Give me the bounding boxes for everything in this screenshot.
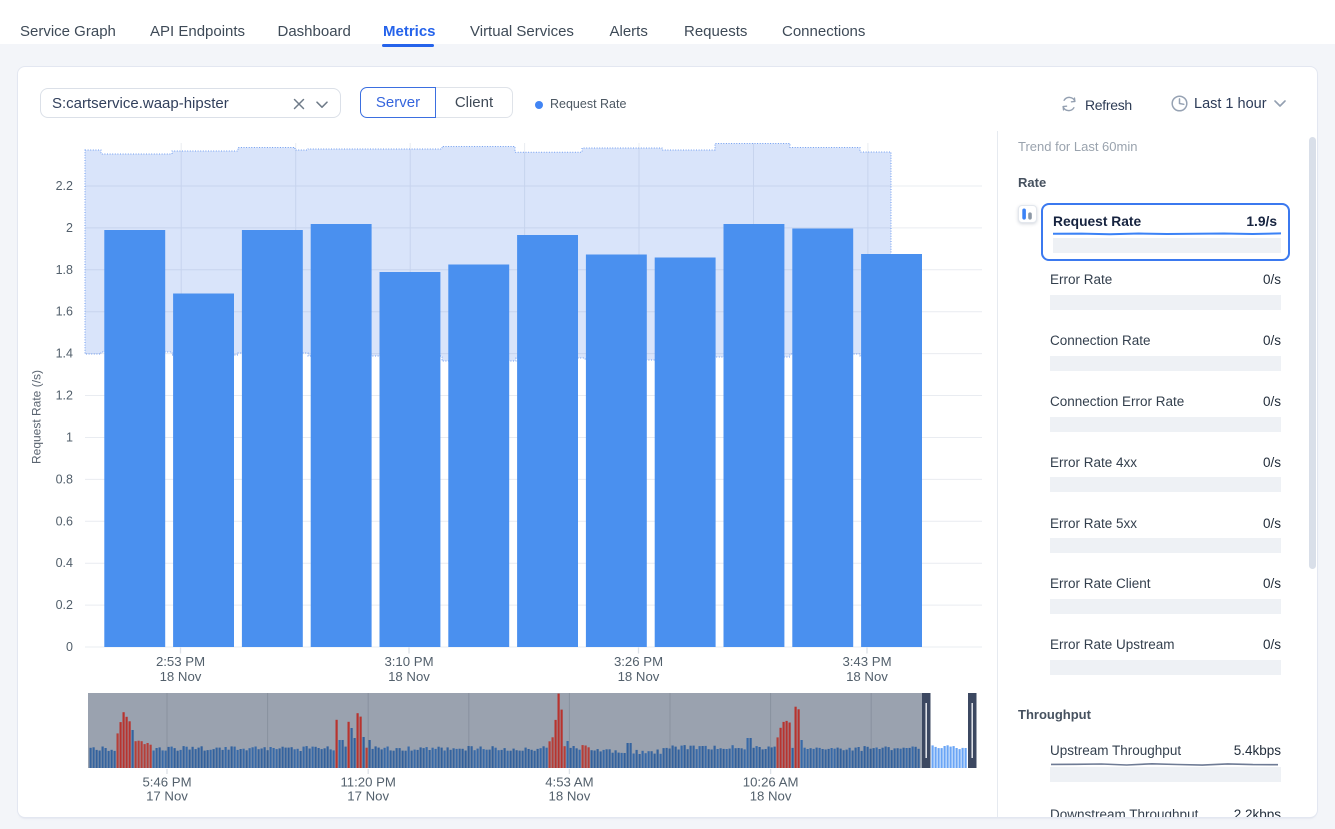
svg-text:18 Nov: 18 Nov — [388, 669, 430, 684]
svg-text:3:43 PM: 3:43 PM — [842, 654, 891, 669]
svg-text:3:26 PM: 3:26 PM — [614, 654, 663, 669]
svg-text:18 Nov: 18 Nov — [549, 789, 591, 804]
svg-text:17 Nov: 17 Nov — [347, 789, 389, 804]
svg-text:4:53 AM: 4:53 AM — [545, 775, 593, 790]
svg-text:1.2: 1.2 — [56, 389, 73, 403]
svg-text:0.8: 0.8 — [56, 472, 73, 486]
svg-text:18 Nov: 18 Nov — [750, 789, 792, 804]
svg-text:0: 0 — [66, 640, 73, 654]
svg-text:5:46 PM: 5:46 PM — [142, 775, 191, 790]
svg-text:2.2: 2.2 — [56, 179, 73, 193]
svg-text:17 Nov: 17 Nov — [146, 789, 188, 804]
svg-text:18 Nov: 18 Nov — [846, 669, 888, 684]
svg-text:18 Nov: 18 Nov — [618, 669, 660, 684]
svg-text:1: 1 — [66, 431, 73, 445]
svg-text:11:20 PM: 11:20 PM — [340, 775, 395, 790]
svg-text:0.4: 0.4 — [56, 556, 73, 570]
svg-text:3:10 PM: 3:10 PM — [384, 654, 433, 669]
svg-text:2: 2 — [66, 221, 73, 235]
svg-text:2:53 PM: 2:53 PM — [156, 654, 205, 669]
svg-text:0.6: 0.6 — [56, 514, 73, 528]
svg-text:1.6: 1.6 — [56, 305, 73, 319]
svg-text:1.4: 1.4 — [56, 347, 73, 361]
svg-text:10:26 AM: 10:26 AM — [743, 775, 799, 790]
svg-text:0.2: 0.2 — [56, 598, 73, 612]
svg-text:Request Rate (/s): Request Rate (/s) — [30, 370, 44, 464]
svg-text:18 Nov: 18 Nov — [160, 669, 202, 684]
svg-text:1.8: 1.8 — [56, 263, 73, 277]
